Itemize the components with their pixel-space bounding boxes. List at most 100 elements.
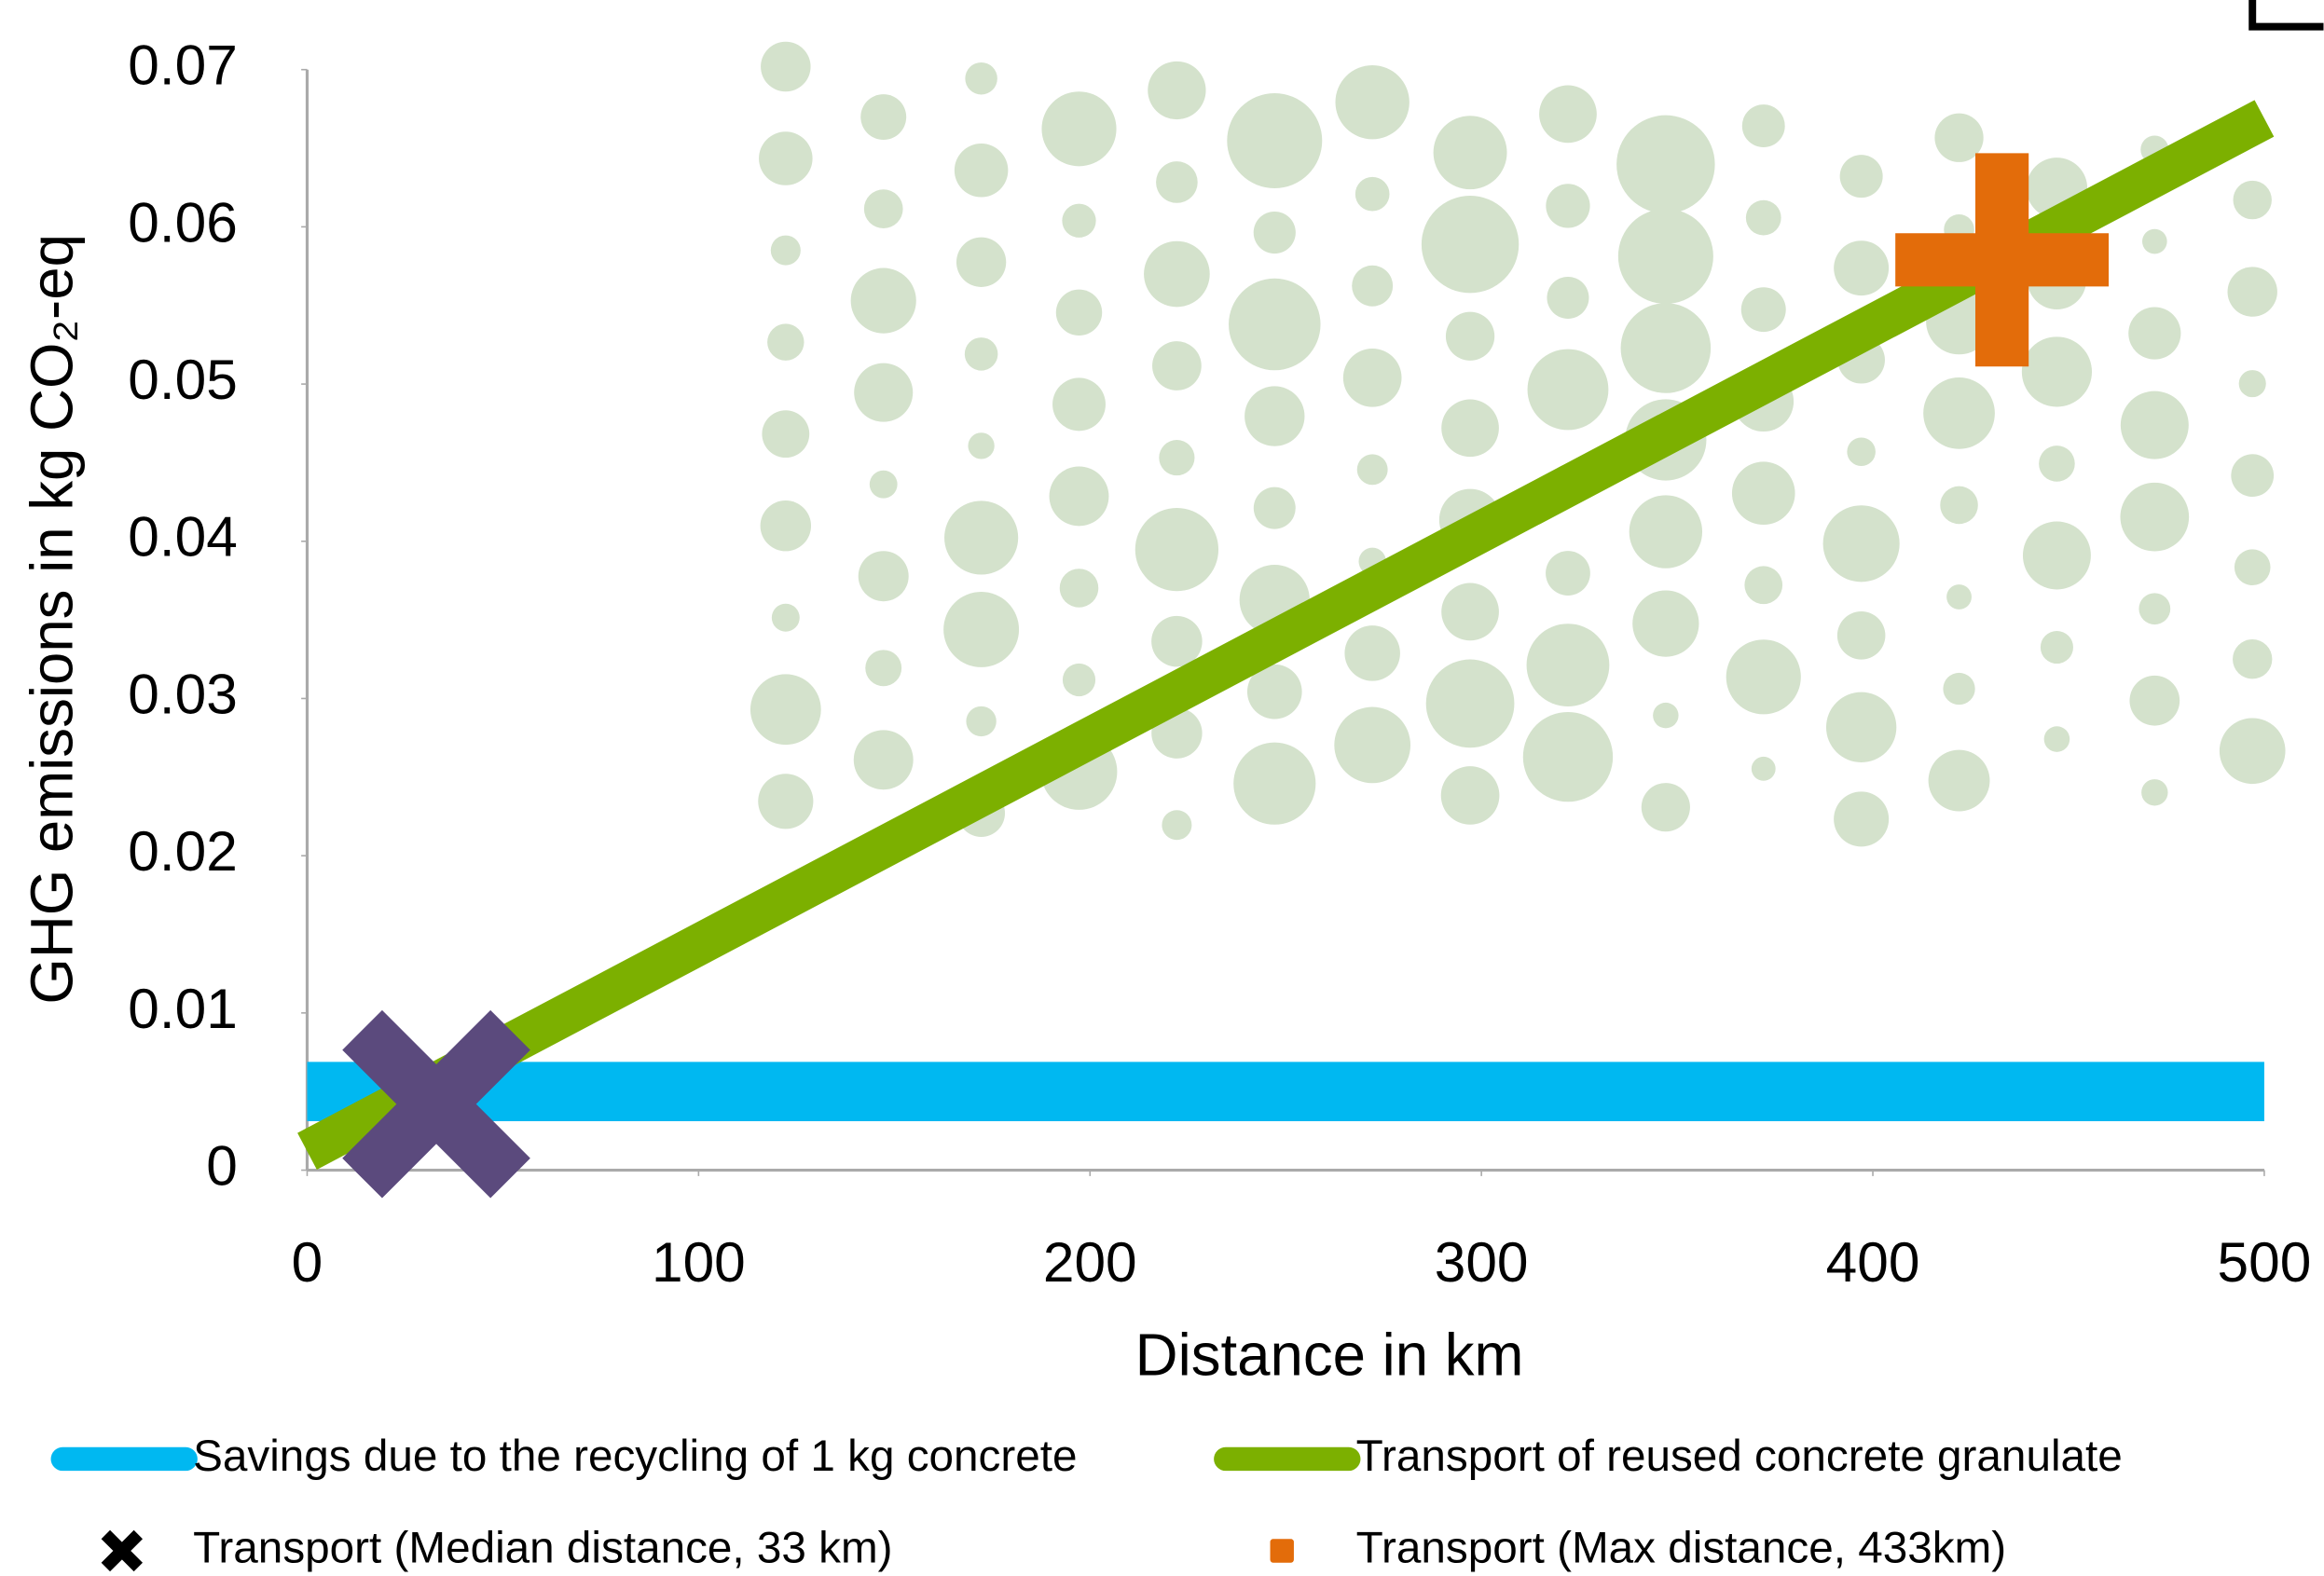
decor-dot [1837,611,1886,660]
decor-dot [2233,639,2272,678]
decor-dot [1527,624,1610,706]
decor-dot [2041,631,2073,664]
decor-dot [2141,779,2167,805]
corner-bracket [2252,0,2323,27]
decor-dot [1148,62,1205,119]
decor-dot [2239,370,2266,397]
decor-dot [2142,229,2167,254]
decor-dot [2129,676,2180,726]
decor-dot [1344,625,1399,680]
decor-dot [859,551,909,601]
decor-dot [2120,483,2189,552]
decor-dot [1229,279,1320,370]
y-tick-label: 0.07 [128,34,238,97]
decor-dot [2121,391,2189,459]
decor-dot [2128,308,2180,360]
x-tick-label: 200 [1043,1230,1137,1294]
decor-dot [1943,673,1974,705]
decor-dot [1840,155,1883,198]
decor-dot [968,432,994,459]
decor-dot [1050,466,1109,526]
decor-dot [1152,341,1202,391]
x-tick-label: 0 [292,1230,323,1294]
decor-dot [1233,743,1315,825]
decor-dot [759,131,813,185]
decor-dot [1834,240,1889,295]
page: {"chart_data": {"type": "line", "x_label… [0,0,2324,1576]
decor-dot [1546,551,1590,596]
y-axis-title: GHG emissions in kg CO₂-eq [20,234,86,1005]
decor-dot [865,650,901,686]
decor-dot [1343,349,1402,407]
decor-dot [1446,312,1494,361]
marker [105,1535,138,1568]
decor-dot [1441,766,1500,825]
decor-dot [1539,86,1597,144]
decor-dot [1621,303,1712,393]
decor-dot [944,500,1018,574]
decor-dot [1826,692,1896,762]
decor-dot [1441,583,1499,641]
decor-dot [1653,703,1678,728]
decor-dot [1254,487,1296,529]
decor-dot [1929,750,1990,812]
decor-dot [1946,584,1972,610]
decor-dot [854,730,914,789]
y-tick-label: 0.02 [128,819,238,883]
decor-dot [1227,93,1322,188]
decor-dot [1632,590,1698,656]
decor-dot [1528,349,1609,431]
decor-dot [1422,196,1519,293]
decor-dot [1923,377,1995,449]
decor-dot [1741,287,1786,332]
decor-dot [2220,718,2286,784]
decor-dot [1434,116,1507,189]
decor-dot [1746,200,1781,236]
decor-dot [854,363,913,422]
decor-dot [1335,65,1409,139]
decor-dot [1357,454,1388,485]
y-tick-label: 0.03 [128,662,238,725]
decor-dot [1062,204,1095,238]
decor-dot [1630,495,1702,568]
decor-dot [1752,757,1776,781]
decor-dot [1052,377,1106,431]
decor-dot [1726,639,1801,714]
decor-dot [2138,593,2170,624]
decor-dot [956,238,1006,287]
decor-dot [1834,791,1889,846]
legend-label: Savings due to the recycling of 1 kg con… [193,1432,1077,1481]
decor-dot [1546,184,1589,227]
decor-dot [1616,116,1714,213]
decor-dot [2234,181,2272,219]
decor-dot [767,323,804,360]
decor-dot [1159,440,1194,475]
decor-dot [1732,461,1795,525]
legend-label: Transport (Max distance, 433km) [1356,1524,2006,1573]
decor-dot [1642,783,1690,831]
legend-swatch [1271,1539,1294,1562]
decor-dot [1144,241,1210,308]
y-tick-label: 0.01 [128,977,238,1040]
decor-dot [1940,487,1978,525]
decor-dot [965,62,997,94]
decor-dot [2231,454,2274,497]
decor-dot [2235,549,2271,585]
chart: Distance in km GHG emissions in kg CO₂-e… [0,0,2324,1576]
decor-dot [1426,660,1515,748]
y-tick-label: 0.06 [128,190,238,254]
decor-dot [2044,726,2070,752]
decor-dot [966,706,996,736]
legend-label: Transport (Median distance, 33 km) [193,1524,892,1573]
decor-dot [1063,664,1095,696]
decor-dot [771,236,801,266]
decor-dot [1744,566,1782,604]
decor-dot [1355,177,1390,212]
y-tick-label: 0.05 [128,348,238,411]
decor-dot [761,42,810,91]
decor-dot [851,268,916,334]
decor-dot [1547,277,1588,319]
decor-dot [761,500,811,551]
decor-dot [1162,810,1191,840]
decor-dot [758,774,813,829]
